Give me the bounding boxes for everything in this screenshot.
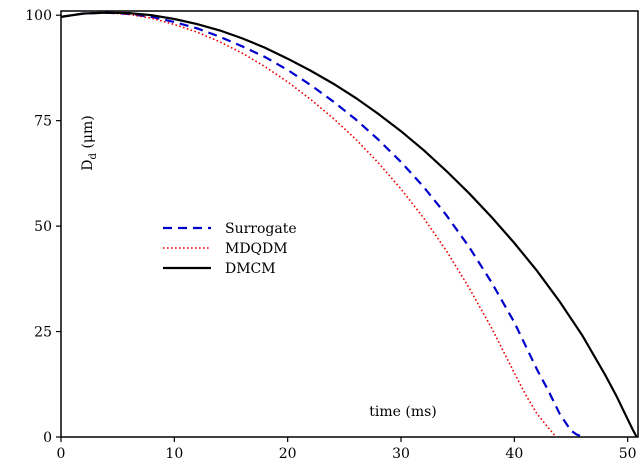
x-tick-label: 20 xyxy=(279,446,297,462)
x-tick-label: 0 xyxy=(57,446,66,462)
x-tick-label: 40 xyxy=(505,446,523,462)
legend: Surrogate MDQDM DMCM xyxy=(163,221,297,277)
series-line-dmcm xyxy=(60,11,638,438)
series-line-mdqdm xyxy=(60,11,557,438)
x-tick-label: 10 xyxy=(165,446,183,462)
ticks-layer: 0 10 20 30 40 50 0 25 50 75 100 xyxy=(25,8,636,462)
x-tick-label: 50 xyxy=(619,446,637,462)
y-tick-label: 50 xyxy=(34,219,52,235)
legend-label-surrogate: Surrogate xyxy=(225,221,297,237)
y-tick-label: 0 xyxy=(43,430,52,446)
series-line-surrogate xyxy=(60,11,584,439)
plot-border xyxy=(60,10,639,438)
x-axis-label: time (ms) xyxy=(369,404,437,420)
y-axis-label-sub: d xyxy=(88,152,99,159)
y-tick-label: 100 xyxy=(25,8,52,24)
legend-label-mdqdm: MDQDM xyxy=(225,241,288,257)
series-layer xyxy=(60,11,638,439)
y-tick-label: 25 xyxy=(34,325,52,341)
plot-area xyxy=(60,10,639,438)
legend-label-dmcm: DMCM xyxy=(225,261,276,277)
y-axis-label-main: D xyxy=(80,159,96,170)
x-tick-label: 30 xyxy=(392,446,410,462)
y-tick-label: 75 xyxy=(34,114,52,130)
y-axis-label-unit: (μm) xyxy=(80,115,96,148)
y-axis-label: Dd (μm) xyxy=(80,115,99,170)
